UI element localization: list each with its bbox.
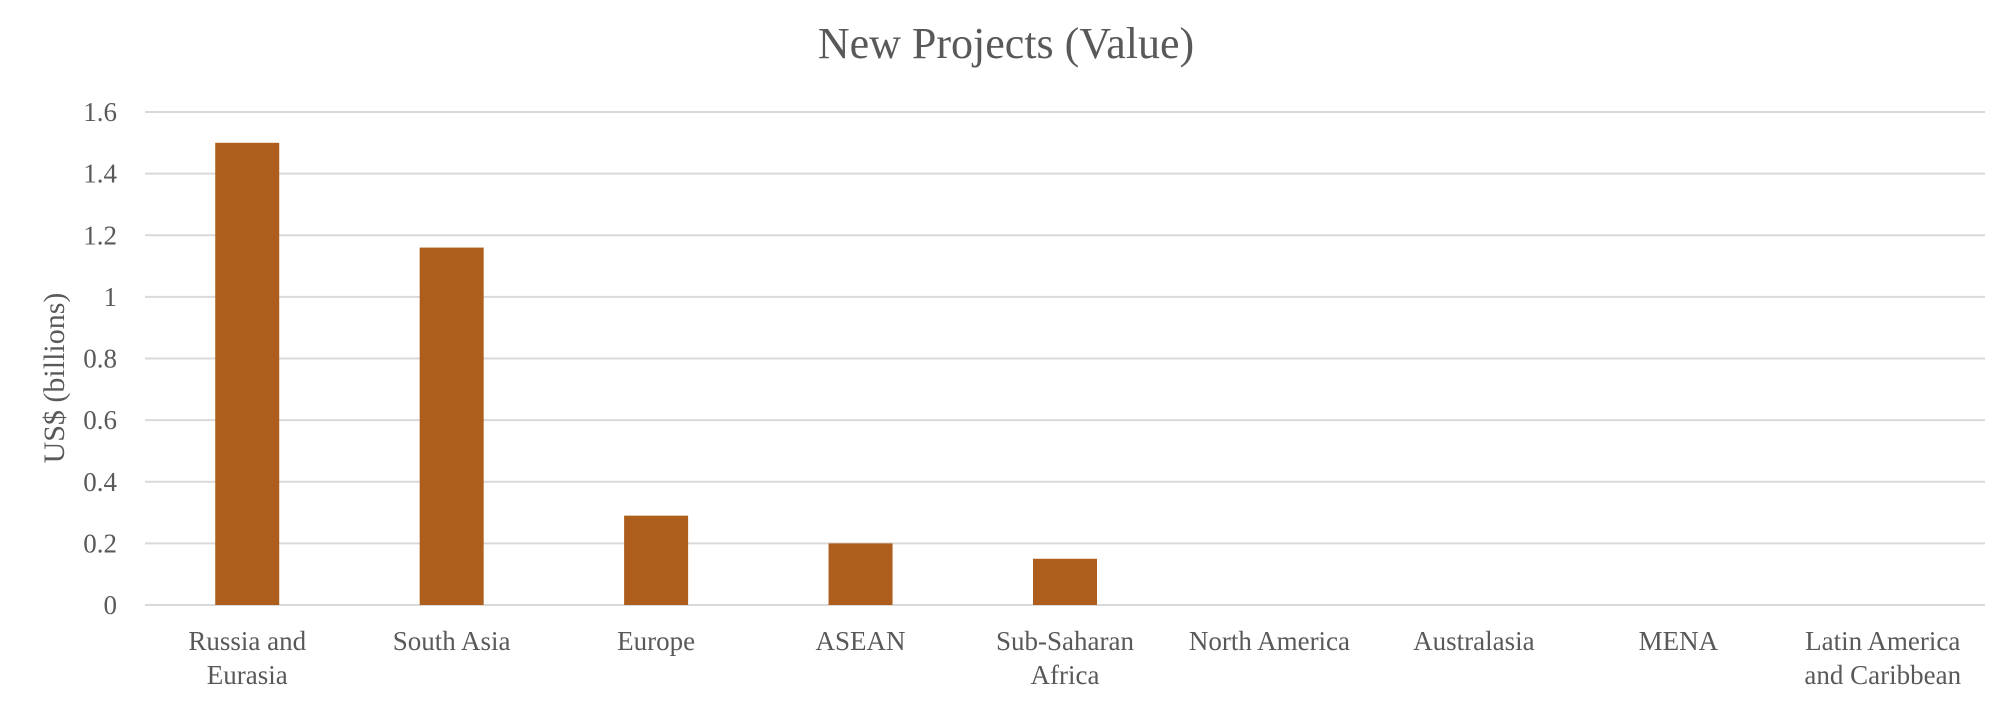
y-tick-label: 0.8 bbox=[83, 344, 117, 374]
bar bbox=[624, 515, 689, 605]
x-tick-label: South Asia bbox=[393, 626, 511, 656]
x-tick-label: North America bbox=[1189, 626, 1350, 656]
y-tick-label: 1.4 bbox=[83, 159, 117, 189]
y-tick-label: 0.2 bbox=[83, 528, 117, 558]
x-tick-label: Sub-Saharan Africa bbox=[996, 626, 1134, 690]
y-tick-label: 1 bbox=[104, 282, 118, 312]
y-tick-label: 1.6 bbox=[83, 97, 117, 127]
y-tick-label: 0.4 bbox=[83, 467, 117, 497]
bar bbox=[828, 543, 893, 605]
x-tick-label: MENA bbox=[1639, 626, 1719, 656]
y-tick-label: 0.6 bbox=[83, 405, 117, 435]
x-tick-label: Europe bbox=[617, 626, 695, 656]
bar bbox=[419, 247, 484, 605]
y-axis-label: US$ (billions) bbox=[38, 293, 71, 464]
y-tick-label: 0 bbox=[104, 590, 118, 620]
x-tick-label: Russia and Eurasia bbox=[188, 626, 306, 690]
y-tick-label: 1.2 bbox=[83, 220, 117, 250]
bars bbox=[215, 142, 1097, 605]
x-tick-label: Latin America and Caribbean bbox=[1804, 626, 1961, 690]
x-tick-labels: Russia and Eurasia South Asia Europe ASEAN Su… bbox=[188, 626, 1961, 690]
bar bbox=[1033, 558, 1097, 605]
x-tick-label: ASEAN bbox=[816, 626, 906, 656]
chart-title: New Projects (Value) bbox=[818, 19, 1194, 68]
bar bbox=[215, 142, 280, 605]
x-tick-label: Australasia bbox=[1413, 626, 1534, 656]
y-tick-labels: 0 0.2 0.4 0.6 0.8 1 1.2 1.4 1.6 bbox=[83, 97, 117, 620]
